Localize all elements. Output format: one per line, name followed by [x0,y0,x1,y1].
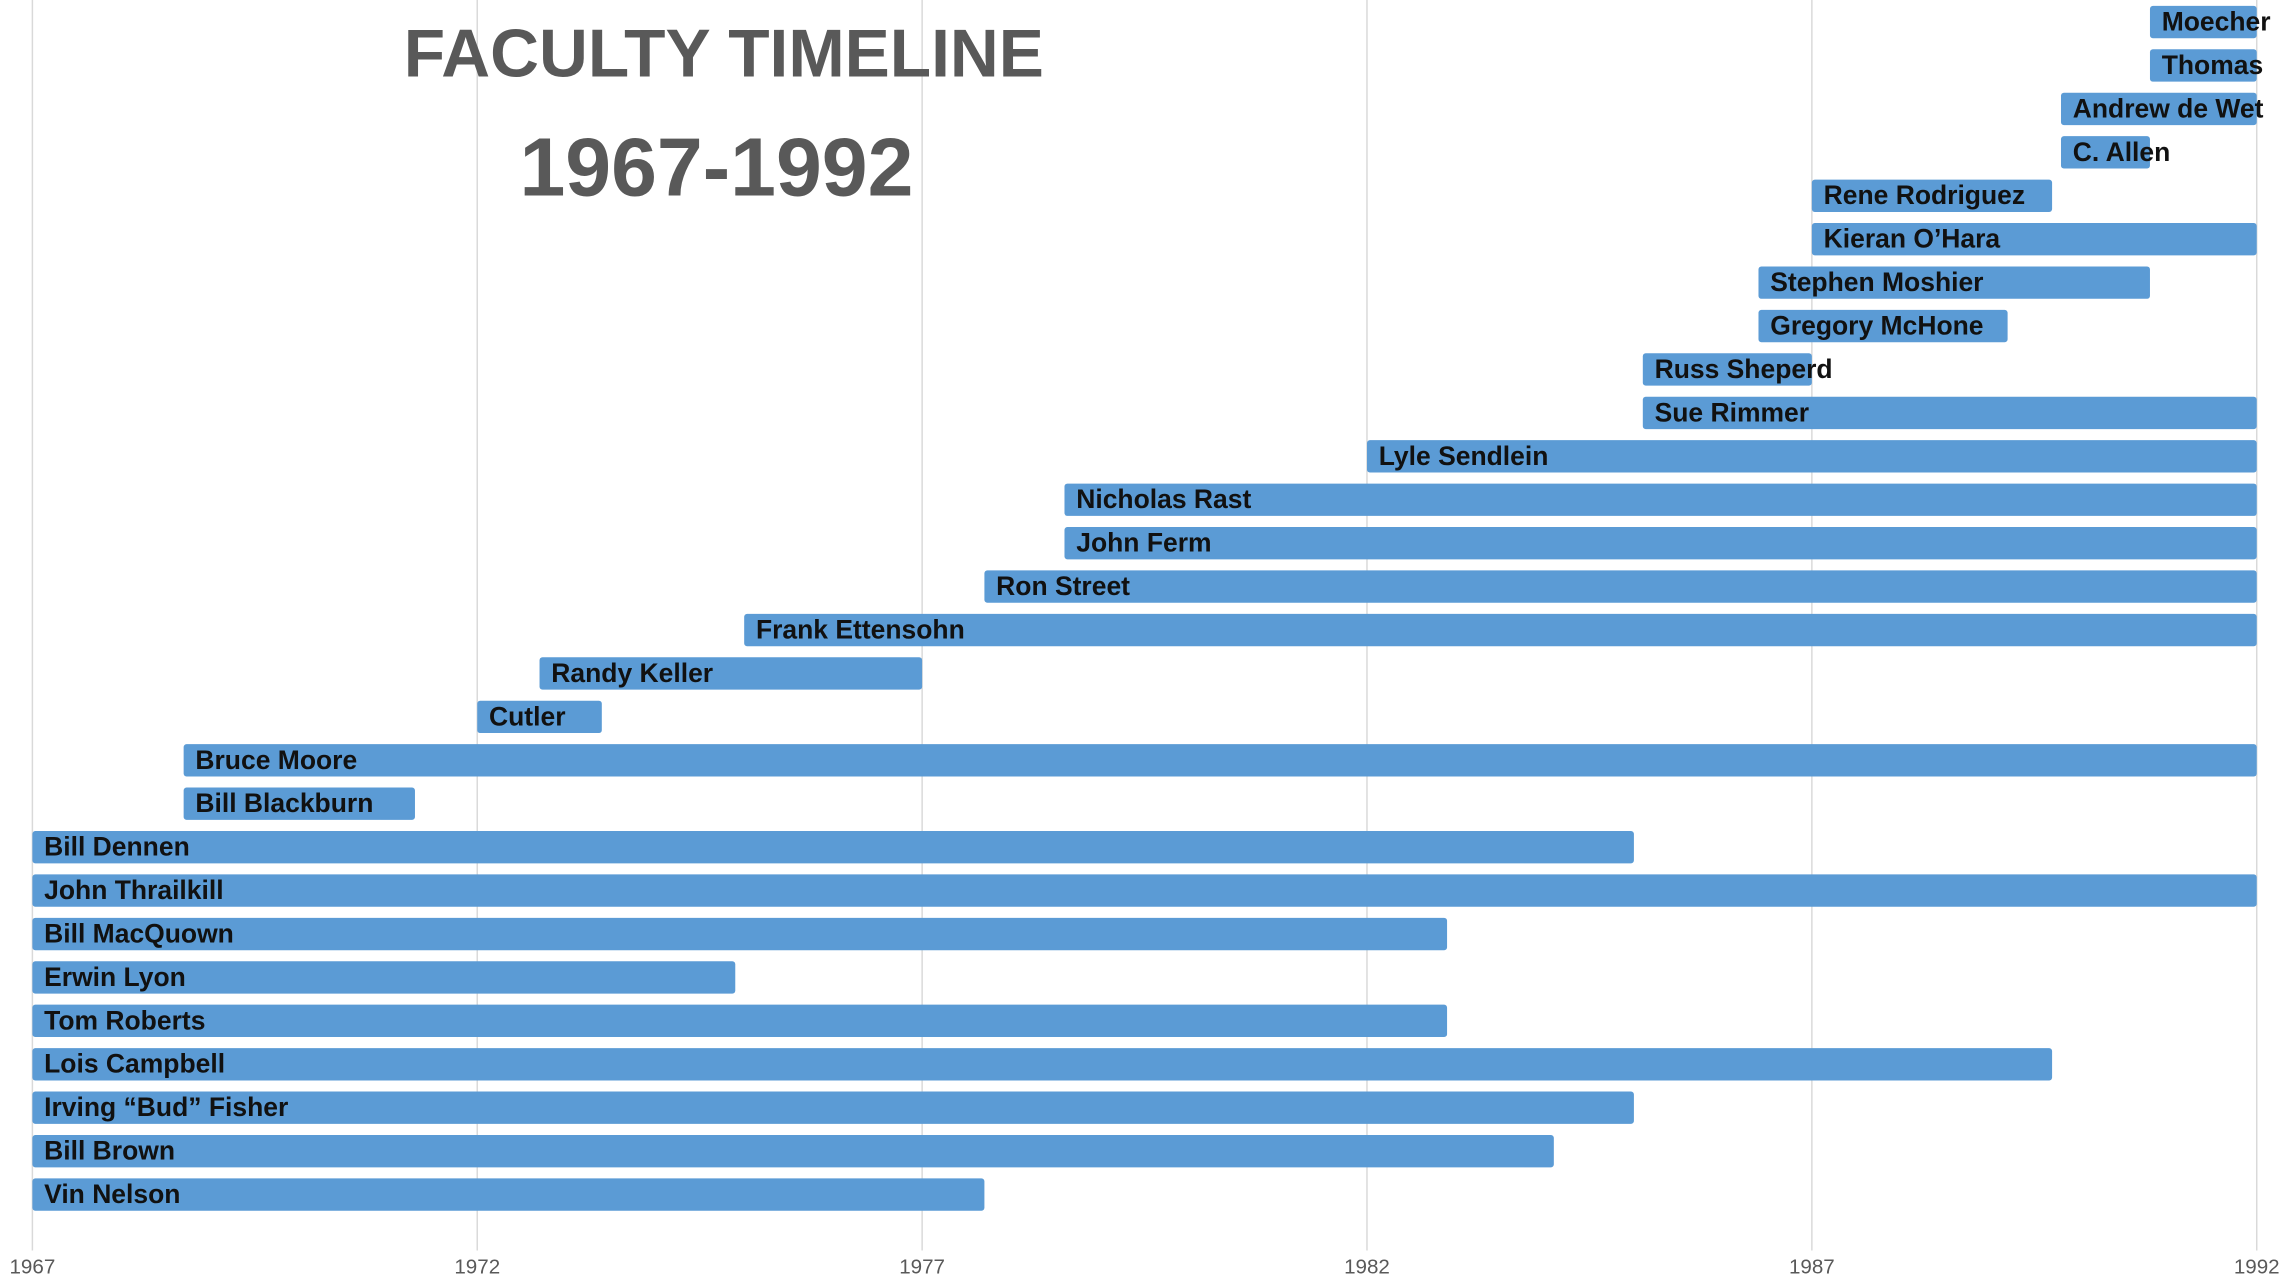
bar [32,1134,1554,1168]
bar [1642,396,2257,430]
bar-label: Tom Roberts [44,1005,205,1035]
bar [1758,309,2008,343]
x-tick-label: 1972 [454,1256,500,1274]
bar [32,1048,2053,1081]
bar-label: Thomas [2162,50,2263,80]
bar [32,961,736,994]
bar [744,613,2257,647]
bar [32,1178,985,1211]
bar-label: Kieran O’Hara [1824,224,2001,254]
bar-label: C. Allen [2073,137,2171,167]
bar-label: Rene Rodriguez [1824,180,2025,210]
bar [1811,179,2053,212]
bar [183,744,2257,777]
bar-label: Erwin Lyon [44,962,186,992]
x-tick-label: 1992 [2234,1256,2280,1274]
bar-label: Moecher [2162,7,2271,37]
bar [1642,353,1812,386]
bar-label: Bill Brown [44,1136,175,1166]
bar-label: Randy Keller [551,658,713,688]
x-tick-label: 1982 [1344,1256,1390,1274]
bar-label: Sue Rimmer [1655,397,1809,427]
x-tick-label: 1987 [1789,1256,1835,1274]
bar [32,917,1448,951]
bar [2149,5,2257,39]
bar [2149,49,2257,82]
bar [32,1091,1634,1124]
x-tick-label: 1977 [899,1256,945,1274]
bar [1811,223,2257,256]
bar-label: Bill MacQuown [44,918,234,948]
bar-label: Irving “Bud” Fisher [44,1092,288,1122]
bar-label: Vin Nelson [44,1179,180,1209]
bar [539,657,923,690]
bar-label: Ron Street [996,571,1130,601]
bar-label: Lois Campbell [44,1049,225,1079]
bar-label: Frank Ettensohn [756,614,965,644]
bar-label: Nicholas Rast [1076,484,1251,514]
bar-label: John Ferm [1076,528,1211,558]
bar [1064,526,2257,560]
bar [2060,136,2150,169]
chart-title: FACULTY TIMELINE [404,17,1044,92]
bar [32,830,1634,864]
bar-label: Russ Sheperd [1655,354,1833,384]
bar [183,787,415,820]
bar [1366,440,2257,473]
bar-label: Andrew de Wet [2073,93,2264,123]
bar-label: Bruce Moore [195,745,357,775]
bar-label: Cutler [489,701,565,731]
bar [1064,483,2257,516]
bar [1758,266,2150,299]
bar [477,700,602,734]
bar-label: Stephen Moshier [1770,267,1983,297]
chart-subtitle: 1967-1992 [519,121,913,213]
bar [32,1004,1448,1038]
bar-label: Gregory McHone [1770,311,1983,341]
bar [984,570,2257,603]
bar-label: John Thrailkill [44,875,223,905]
x-tick-label: 1967 [9,1256,55,1274]
bar [2060,92,2257,126]
bar-label: Bill Dennen [44,832,190,862]
bar-label: Lyle Sendlein [1379,441,1549,471]
bar-label: Bill Blackburn [195,788,373,818]
bar [32,874,2257,907]
